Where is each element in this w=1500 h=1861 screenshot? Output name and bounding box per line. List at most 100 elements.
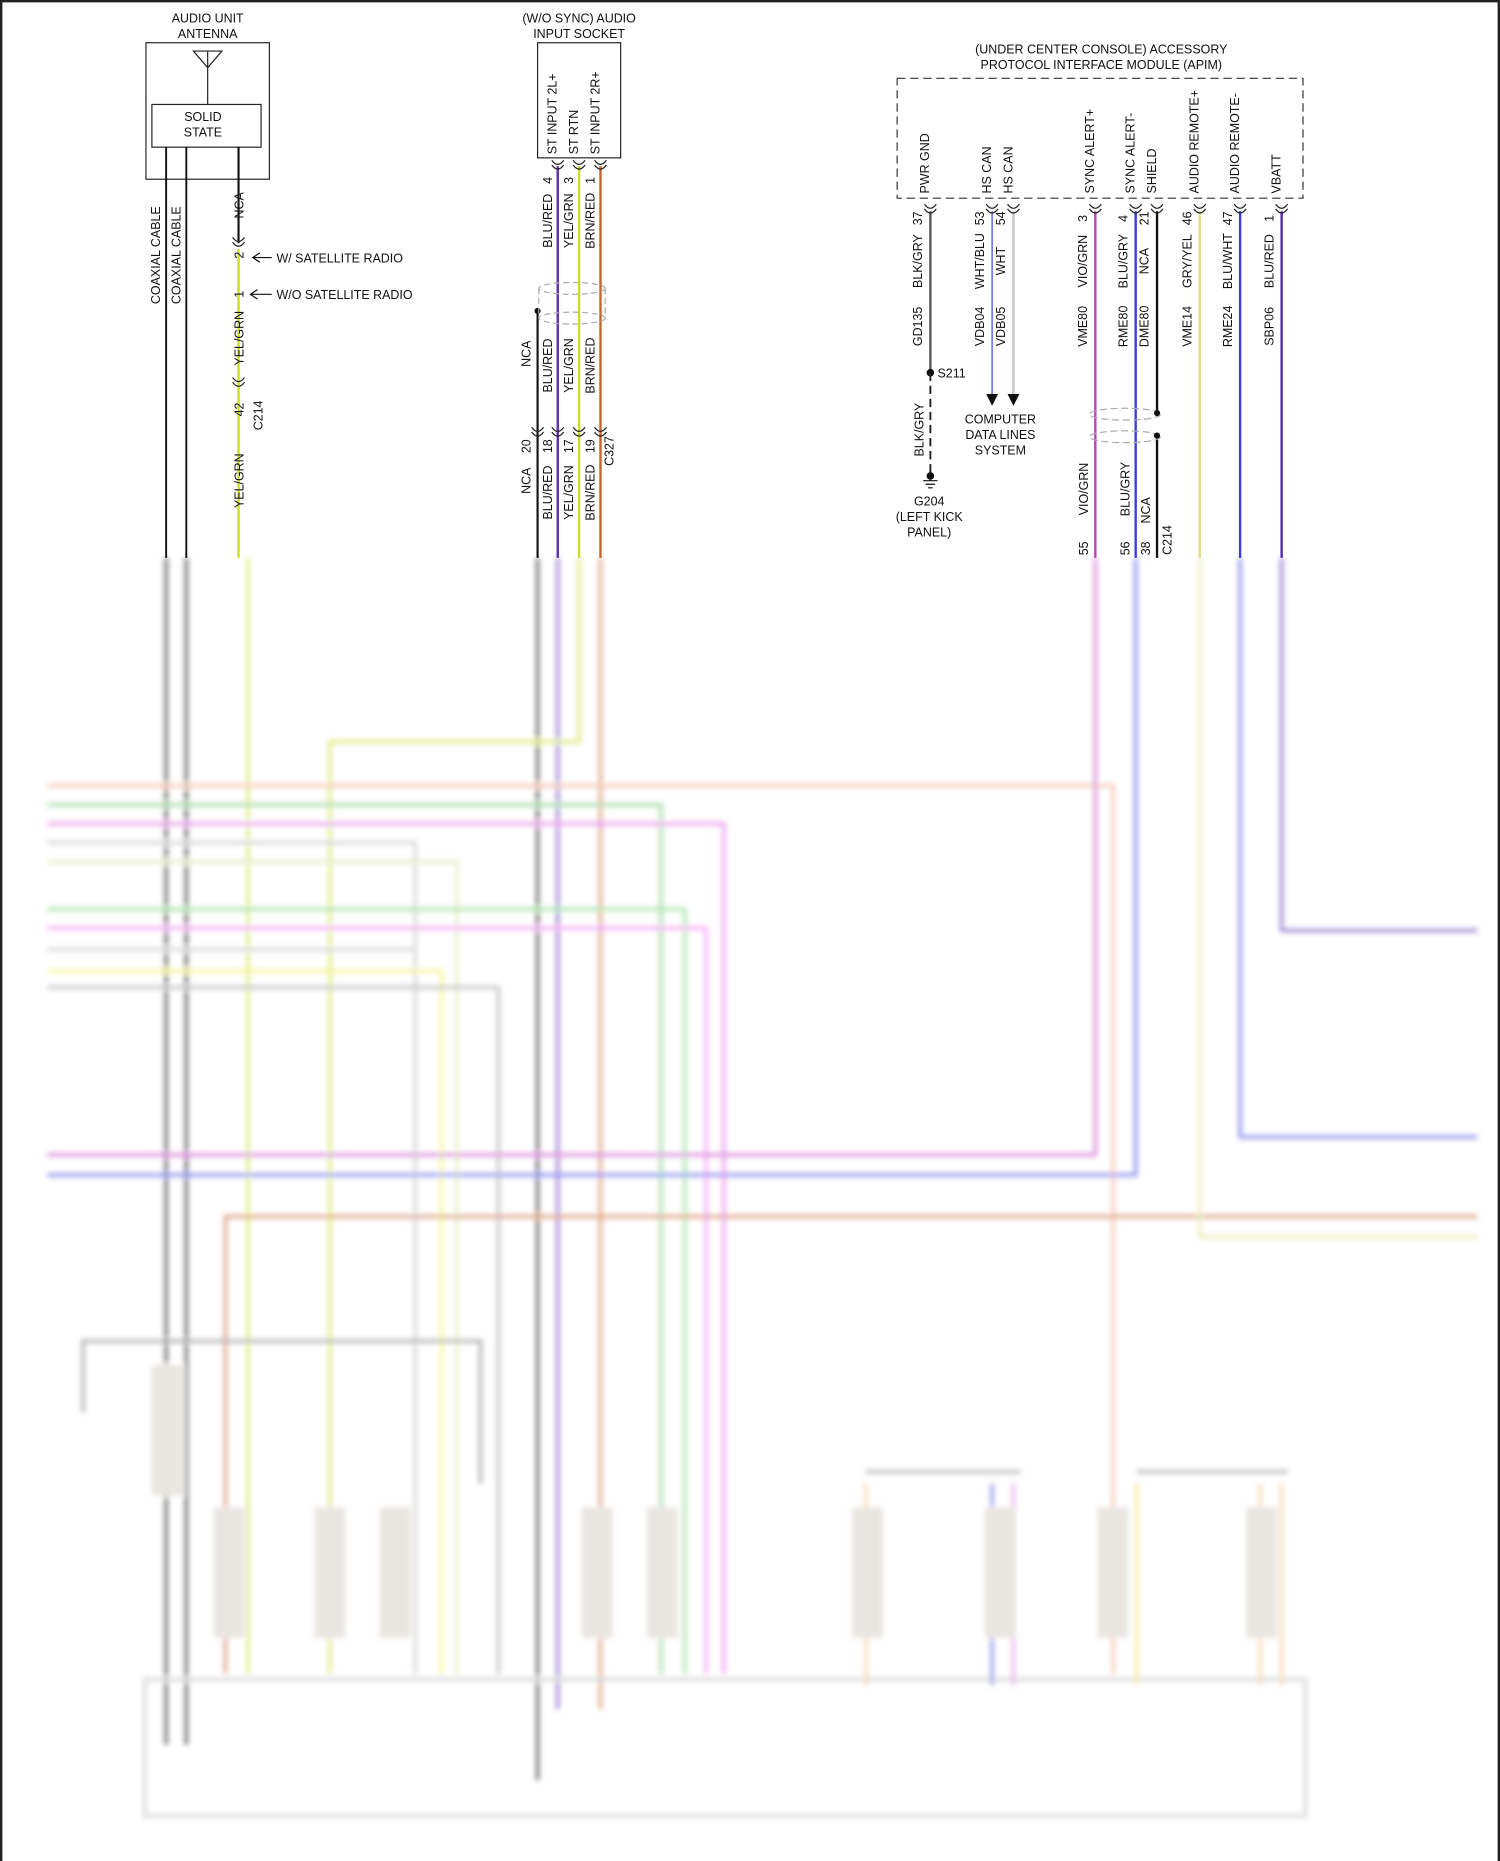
- connector-icon: [1129, 203, 1143, 214]
- wire-color-label: BLU/RED: [541, 466, 555, 520]
- pin-name: VBATT: [1269, 154, 1283, 194]
- data-lines-1: COMPUTER: [965, 413, 1036, 427]
- connector-icon: [594, 159, 607, 170]
- wire-color-label: BRN/RED: [584, 465, 598, 521]
- c214-label: C214: [1160, 525, 1174, 555]
- pin-number: 4: [1116, 215, 1130, 222]
- connector-icon: [1007, 203, 1020, 214]
- obscured-connector: [581, 1507, 613, 1638]
- c214-label: C214: [251, 400, 265, 430]
- coax-label-2: COAXIAL CABLE: [169, 206, 183, 304]
- socket-title-2: INPUT SOCKET: [533, 27, 625, 41]
- c327-pin: 20: [519, 439, 533, 453]
- pin-number: 54: [994, 211, 1008, 225]
- pin-number: 46: [1180, 211, 1194, 225]
- coaxial-cables: [165, 147, 188, 558]
- wire-color-label: YEL/GRN: [232, 311, 246, 366]
- apim-box: [896, 77, 1304, 199]
- pin-label: 56: [1119, 541, 1133, 555]
- obscured-wire: [47, 840, 418, 1674]
- obscured-connector: [213, 1507, 245, 1638]
- connector-icon: [551, 426, 565, 437]
- obscured-wire: [328, 557, 581, 1674]
- wire-color-label: VIO/GRN: [1076, 235, 1090, 288]
- pin-name: ST INPUT 2R+: [588, 71, 602, 154]
- pin-name: ST INPUT 2L+: [546, 73, 560, 154]
- splice-dot: [534, 307, 541, 315]
- connector-icon: [1233, 203, 1247, 214]
- circuit-label: RME80: [1116, 306, 1130, 348]
- wire-color-label: GRY/YEL: [1180, 234, 1194, 288]
- wire-color-label: BLU/RED: [541, 194, 555, 248]
- connector-icon: [531, 426, 544, 437]
- arrow-left-icon: [251, 252, 272, 263]
- coax-label-1: COAXIAL CABLE: [149, 206, 163, 304]
- pin-name: PWR GND: [918, 133, 932, 193]
- pin-name: ST RTN: [567, 110, 581, 155]
- obscured-wire: [223, 1214, 1478, 1674]
- apim-module: (UNDER CENTER CONSOLE) ACCESSORY PROTOCO…: [896, 42, 1304, 558]
- connector-icon: [594, 426, 607, 437]
- pin-label: 38: [1139, 541, 1153, 555]
- pin-name: SYNC ALERT-: [1123, 113, 1137, 194]
- ground-label-2: (LEFT KICK: [896, 510, 964, 524]
- apim-title-2: PROTOCOL INTERFACE MODULE (APIM): [981, 58, 1222, 72]
- obscured-wire: [142, 1677, 1308, 1818]
- socket-box: [536, 42, 622, 159]
- antenna-title-2: ANTENNA: [178, 27, 238, 41]
- connector-icon: [232, 377, 245, 387]
- connector-icon: [572, 426, 586, 437]
- pin-2: 2: [232, 252, 246, 259]
- obscured-connector: [852, 1507, 883, 1638]
- audio-input-socket: (W/O SYNC) AUDIO INPUT SOCKET NCA 20 NCA…: [519, 12, 636, 558]
- circuit-label: VDB04: [973, 307, 987, 347]
- splice-label: S211: [938, 366, 966, 380]
- wire-label: VIO/GRN: [1077, 463, 1091, 516]
- wire-color-label: BLK/GRY: [911, 234, 925, 288]
- wire-color-label: YEL/GRN: [562, 465, 576, 520]
- antenna-icon: [192, 50, 224, 105]
- wire-label: BLU/GRY: [1119, 461, 1133, 516]
- pin-number: 4: [541, 177, 555, 184]
- circuit-label: VME14: [1180, 306, 1194, 347]
- data-lines-2: DATA LINES: [965, 428, 1035, 442]
- obscured-wire: [1197, 557, 1478, 1239]
- obscured-wire: [47, 926, 708, 1674]
- c327-label: C327: [603, 436, 617, 466]
- circuit-label: VME80: [1076, 306, 1090, 347]
- obscured-wire: [47, 907, 687, 1674]
- wire-color-label: WHT: [994, 247, 1008, 276]
- ground-wire-label: BLK/GRY: [912, 402, 926, 456]
- obscured-connector: [314, 1507, 346, 1638]
- obscured-connector: [646, 1507, 678, 1638]
- obscured-wire: [47, 859, 459, 1674]
- nca-label: NCA: [519, 467, 533, 494]
- solid-state-box: [151, 103, 262, 148]
- wire-color-label: BLU/GRY: [1116, 233, 1130, 288]
- pin-1: 1: [232, 291, 246, 298]
- wire-color-label: BLU/WHT: [1221, 233, 1235, 289]
- pin-number: 47: [1221, 211, 1235, 225]
- obscured-wire: [164, 557, 189, 1745]
- circuit-label: GD135: [911, 307, 925, 347]
- socket-title-1: (W/O SYNC) AUDIO: [522, 12, 636, 26]
- pin-number: 1: [1262, 215, 1276, 222]
- obscured-wire: [47, 802, 663, 1674]
- c327-pin: 19: [584, 439, 598, 453]
- obscured-connector: [379, 1507, 411, 1638]
- solid-state-2: STATE: [184, 125, 222, 139]
- obscured-connector: [1097, 1507, 1129, 1638]
- connector-icon: [1150, 203, 1164, 214]
- wire-label: NCA: [1139, 497, 1153, 524]
- circuit-label: DME80: [1138, 306, 1152, 348]
- wire-color-label: YEL/GRN: [232, 453, 246, 508]
- obscured-wire: [1238, 557, 1478, 1139]
- obscured-wire: [47, 557, 1098, 1157]
- wire-color-label: WHT/BLU: [973, 233, 987, 289]
- shield-icon: [1088, 407, 1162, 444]
- arrow-down-icon: [986, 394, 1020, 406]
- connector-icon: [551, 159, 565, 170]
- connector-icon: [1088, 203, 1102, 214]
